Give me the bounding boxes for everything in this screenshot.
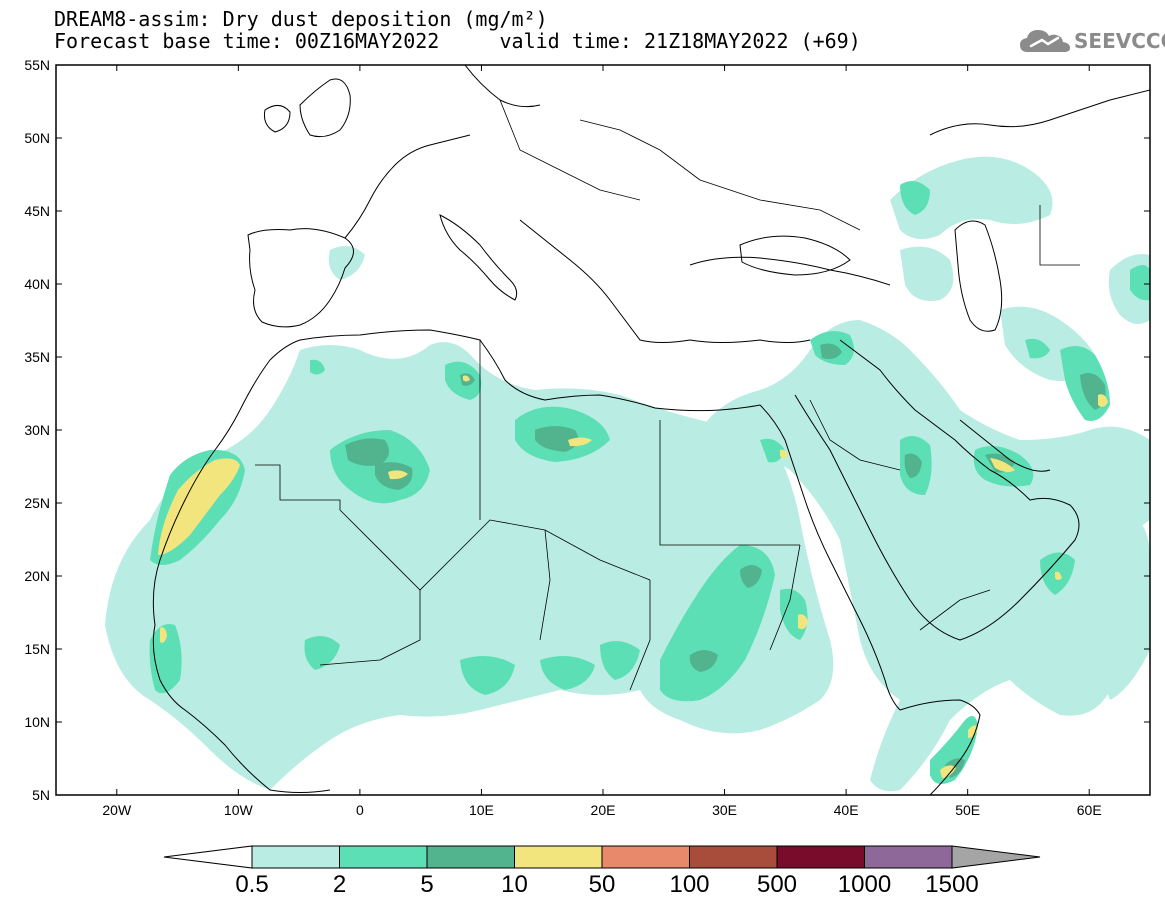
title-line-2: Forecast base time: 00Z16MAY2022 valid t… [54, 29, 861, 53]
seevccc-logo: SEEVCCC [1018, 26, 1165, 56]
colorbar-label: 0.5 [235, 871, 268, 898]
lon-tick-label: 10W [224, 802, 254, 818]
colorbar-label: 5 [420, 871, 433, 898]
borders [255, 99, 1080, 691]
lon-tick-label: 0 [356, 802, 364, 818]
lon-tick-label: 20W [102, 802, 132, 818]
lat-tick-label: 50N [24, 130, 50, 146]
lat-tick-label: 35N [24, 349, 50, 365]
colorbar-segment [514, 845, 603, 869]
dust-level-0p5-2 [105, 156, 1150, 792]
colorbar-segment [776, 845, 865, 869]
title-line-1: DREAM8-assim: Dry dust deposition (mg/m²… [54, 7, 548, 31]
colorbar-segment [689, 845, 778, 869]
coastlines [152, 65, 1150, 795]
lat-tick-label: 45N [24, 203, 50, 219]
lat-tick-label: 25N [24, 495, 50, 511]
colorbar-label: 1500 [925, 871, 978, 898]
colorbar-label: 10 [501, 871, 528, 898]
colorbar-under-triangle [163, 845, 253, 869]
colorbar-segment [601, 845, 690, 869]
colorbar-label: 500 [757, 871, 797, 898]
lat-tick-label: 5N [32, 787, 50, 803]
lon-tick-label: 30E [712, 802, 737, 818]
dust-level-10-50 [158, 375, 1108, 778]
lon-tick-label: 40E [834, 802, 859, 818]
lat-tick-label: 30N [24, 422, 50, 438]
longitude-axis: 20W 10W 0 10E 20E 30E 40E 50E 60E [102, 65, 1102, 818]
colorbar-segment [339, 845, 428, 869]
lon-tick-label: 50E [955, 802, 980, 818]
lat-tick-label: 20N [24, 568, 50, 584]
dust-field [105, 156, 1150, 792]
colorbar: 0.5 2 5 10 50 100 500 1000 1500 [163, 845, 1041, 898]
colorbar-label: 50 [589, 871, 616, 898]
colorbar-label: 2 [333, 871, 346, 898]
lon-tick-label: 60E [1077, 802, 1102, 818]
map-title: DREAM8-assim: Dry dust deposition (mg/m²… [54, 8, 861, 52]
latitude-axis: 55N 50N 45N 40N 35N 30N 25N 20N 15N 10N 5N [24, 57, 1150, 803]
colorbar-segment [864, 845, 953, 869]
lon-tick-label: 10E [469, 802, 494, 818]
lat-tick-label: 15N [24, 641, 50, 657]
logo-text: SEEVCCC [1074, 29, 1165, 53]
colorbar-segment [251, 845, 340, 869]
colorbar-segment [426, 845, 515, 869]
colorbar-label: 1000 [838, 871, 891, 898]
lon-tick-label: 20E [591, 802, 616, 818]
lat-tick-label: 10N [24, 714, 50, 730]
colorbar-over-triangle [951, 845, 1041, 869]
lat-tick-label: 55N [24, 57, 50, 73]
cloud-icon [1020, 30, 1070, 52]
lat-tick-label: 40N [24, 276, 50, 292]
colorbar-label: 100 [669, 871, 709, 898]
